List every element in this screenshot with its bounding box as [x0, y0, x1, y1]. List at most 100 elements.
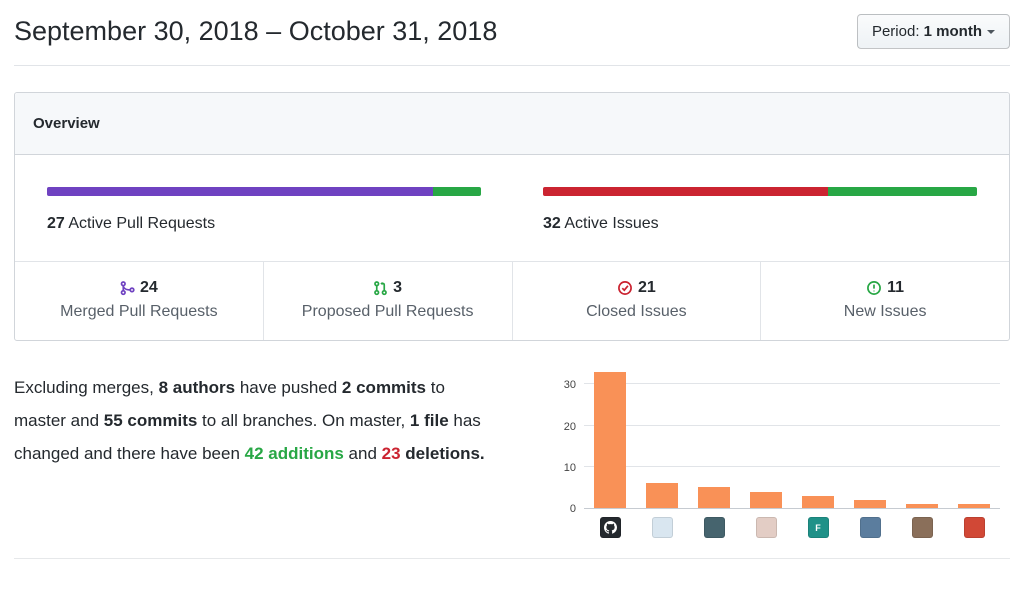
bottom-divider — [14, 558, 1010, 559]
stat-new-issues[interactable]: 11 New Issues — [760, 262, 1009, 340]
summary-segment: 8 authors — [158, 378, 236, 397]
avatar[interactable] — [651, 517, 673, 538]
avatar[interactable] — [755, 517, 777, 538]
summary-segment: has changed and there have been — [14, 411, 481, 464]
caret-down-icon — [987, 30, 995, 35]
stat-value: 24 — [139, 279, 158, 296]
commit-bar — [594, 372, 626, 508]
bar-column — [740, 369, 792, 508]
merged-segment — [47, 187, 433, 196]
page-header: September 30, 2018 – October 31, 2018 Pe… — [14, 14, 1010, 66]
avatar-column — [948, 517, 1000, 538]
chart-plot — [584, 369, 1000, 509]
bar-column — [636, 369, 688, 508]
git-pull-request-icon — [373, 280, 388, 296]
issue-opened-icon — [866, 280, 882, 296]
y-tick-label: 10 — [563, 461, 576, 474]
stat-label: Proposed Pull Requests — [301, 303, 474, 320]
stat-value: 21 — [637, 279, 656, 296]
avatar-column — [844, 517, 896, 538]
stat-merged-pull-requests[interactable]: 24 Merged Pull Requests — [15, 262, 263, 340]
overview-panel: Overview 27 Active Pull Requests 32 Acti… — [14, 92, 1010, 341]
overview-title: Overview — [33, 115, 100, 132]
stat-value: 3 — [393, 279, 403, 296]
commits-chart: 0 10 20 30 F — [554, 369, 1010, 538]
y-tick-label: 20 — [563, 420, 576, 433]
commit-bar — [802, 495, 834, 508]
summary-segment: Excluding merges, — [14, 378, 159, 397]
active-pr-label: Active Pull Requests — [68, 215, 216, 232]
pull-requests-progress-bar — [47, 187, 481, 196]
bar-column — [584, 369, 636, 508]
issues-caption: 32 Active Issues — [543, 215, 977, 233]
proposed-segment — [432, 187, 481, 196]
pulse-page: September 30, 2018 – October 31, 2018 Pe… — [14, 14, 1010, 559]
new-segment — [827, 187, 977, 196]
gridline — [584, 424, 1000, 426]
summary-segment: have pushed — [235, 378, 342, 397]
avatar-column — [636, 517, 688, 538]
avatar-column — [688, 517, 740, 538]
stat-label: Merged Pull Requests — [60, 303, 218, 320]
avatar[interactable] — [599, 517, 621, 538]
closed-segment — [543, 187, 828, 196]
avatar-column — [584, 517, 636, 538]
gridline — [584, 383, 1000, 385]
gridline — [584, 465, 1000, 467]
pull-requests-caption: 27 Active Pull Requests — [47, 215, 481, 233]
stat-label: Closed Issues — [586, 303, 687, 320]
bar-column — [792, 369, 844, 508]
bar-column — [896, 369, 948, 508]
y-tick-label: 30 — [563, 379, 576, 392]
chart-avatars: F — [584, 517, 1006, 538]
active-issues-label: Active Issues — [564, 215, 659, 232]
avatar-column — [896, 517, 948, 538]
chart-y-axis: 0 10 20 30 — [554, 369, 584, 515]
avatar[interactable] — [963, 517, 985, 538]
activity-summary: Excluding merges, 8 authors have pushed … — [14, 371, 486, 538]
git-merge-icon — [120, 280, 135, 296]
period-value: 1 month — [923, 23, 982, 40]
bar-column — [948, 369, 1000, 508]
stat-closed-issues[interactable]: 21 Closed Issues — [511, 262, 761, 340]
commit-bar — [750, 491, 782, 508]
commit-bar — [958, 503, 990, 508]
summary-segment: 42 additions — [244, 444, 344, 464]
period-dropdown[interactable]: Period: 1 month — [856, 14, 1010, 49]
page-title: September 30, 2018 – October 31, 2018 — [14, 16, 498, 46]
commit-bar — [698, 487, 730, 508]
avatar-column — [740, 517, 792, 538]
summary-segment: 2 commits — [341, 378, 427, 397]
avatar[interactable] — [859, 517, 881, 538]
pull-requests-block: 27 Active Pull Requests — [47, 187, 481, 233]
issues-progress-bar — [543, 187, 977, 196]
stats-row: 24 Merged Pull Requests 3 Proposed Pull — [15, 261, 1009, 340]
summary-segment: to master and — [14, 378, 445, 431]
summary-segment: deletions. — [405, 444, 485, 464]
commit-bar — [854, 499, 886, 508]
overview-panel-header: Overview — [15, 93, 1009, 155]
summary-segment: 1 file — [409, 411, 449, 431]
avatar[interactable] — [911, 517, 933, 538]
summary-segment: to all branches. On master, — [197, 411, 410, 431]
summary-segment: and — [343, 444, 382, 464]
issue-closed-icon — [617, 280, 633, 296]
active-pr-count: 27 — [47, 215, 65, 232]
active-issues-count: 32 — [543, 215, 561, 232]
commit-bar — [646, 483, 678, 508]
stat-proposed-pull-requests[interactable]: 3 Proposed Pull Requests — [262, 262, 512, 340]
avatar[interactable] — [703, 517, 725, 538]
stat-label: New Issues — [843, 303, 927, 320]
commit-bar — [906, 503, 938, 508]
bar-column — [844, 369, 896, 508]
avatar[interactable]: F — [807, 517, 829, 538]
period-label: Period: — [871, 23, 920, 40]
summary-segment: 55 commits — [103, 411, 198, 431]
stat-value: 11 — [887, 279, 905, 296]
avatar-column: F — [792, 517, 844, 538]
issues-block: 32 Active Issues — [543, 187, 977, 233]
y-tick-label: 0 — [569, 503, 576, 515]
activity-section: Excluding merges, 8 authors have pushed … — [14, 367, 1010, 538]
bar-column — [688, 369, 740, 508]
activity-bars: 27 Active Pull Requests 32 Active Issues — [15, 155, 1009, 261]
